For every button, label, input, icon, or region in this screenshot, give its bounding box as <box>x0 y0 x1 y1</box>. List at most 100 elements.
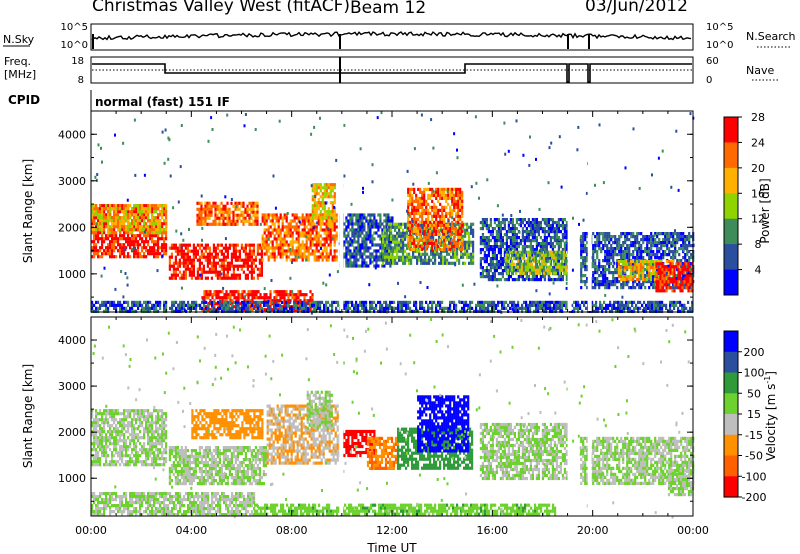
data-cell <box>275 255 278 259</box>
data-cell <box>101 231 104 235</box>
data-cell <box>493 245 496 249</box>
data-cell <box>157 240 160 244</box>
data-cell <box>113 240 116 244</box>
data-cell <box>361 261 364 265</box>
data-cell <box>244 273 247 277</box>
cpid-label: CPID <box>8 93 40 107</box>
data-cell <box>327 213 330 217</box>
data-cell <box>485 266 488 270</box>
data-cell <box>423 229 426 233</box>
data-cell <box>608 235 611 239</box>
data-cell <box>421 211 424 215</box>
data-cell <box>505 251 508 255</box>
data-cell <box>263 237 266 241</box>
data-cell <box>319 240 322 244</box>
data-cell <box>413 211 416 215</box>
data-cell <box>551 230 554 234</box>
data-cell <box>521 245 524 249</box>
data-cell <box>386 243 389 247</box>
data-cell <box>472 222 475 226</box>
data-cell <box>198 276 201 280</box>
data-cell <box>598 247 601 251</box>
data-cell <box>373 225 376 229</box>
data-cell <box>552 253 556 257</box>
data-cell <box>439 208 442 212</box>
data-cell <box>91 213 94 217</box>
data-cell <box>121 216 124 220</box>
data-cell <box>93 237 96 241</box>
data-cell <box>375 255 378 259</box>
data-cell <box>618 250 621 254</box>
data-cell <box>439 220 442 224</box>
data-cell <box>394 240 397 244</box>
data-cell <box>518 262 522 266</box>
data-cell <box>506 253 510 257</box>
data-cell <box>147 213 150 217</box>
data-cell <box>265 234 268 238</box>
data-cell <box>449 241 452 245</box>
data-cell <box>443 244 446 248</box>
data-cell <box>384 258 387 262</box>
data-cell <box>271 213 274 217</box>
data-cell <box>351 261 354 265</box>
data-cell <box>400 255 403 259</box>
data-cell <box>449 208 452 212</box>
data-cell <box>163 219 166 223</box>
data-cell <box>545 242 548 246</box>
data-cell <box>242 270 245 274</box>
data-cell <box>411 187 414 191</box>
data-cell <box>522 262 526 266</box>
data-cell <box>203 308 206 312</box>
data-cell <box>513 236 516 240</box>
data-cell <box>541 248 544 252</box>
data-cell <box>198 264 201 268</box>
data-cell <box>495 239 498 243</box>
data-cell <box>331 216 334 220</box>
data-cell <box>388 237 391 241</box>
data-cell <box>137 243 140 247</box>
data-cell <box>271 240 274 244</box>
data-cell <box>546 250 550 254</box>
data-cell <box>192 264 195 268</box>
data-cell <box>329 231 332 235</box>
data-cell <box>612 265 615 269</box>
data-cell <box>135 228 138 232</box>
data-cell <box>455 241 458 245</box>
data-cell <box>153 243 156 247</box>
data-cell <box>321 243 324 247</box>
data-cell <box>127 222 130 226</box>
data-cell <box>113 228 116 232</box>
data-cell <box>612 283 615 287</box>
data-cell <box>226 219 229 223</box>
data-cell <box>628 250 631 254</box>
data-cell <box>432 252 435 256</box>
data-cell <box>172 267 175 271</box>
data-cell <box>214 255 217 259</box>
data-cell <box>293 299 296 303</box>
data-cell <box>538 265 542 269</box>
data-cell <box>133 222 136 226</box>
data-cell <box>252 213 255 217</box>
data-cell <box>256 267 259 271</box>
data-cell <box>528 256 532 260</box>
data-cell <box>375 264 378 268</box>
data-cell <box>200 273 203 277</box>
data-cell <box>390 222 393 226</box>
data-cell <box>457 208 460 212</box>
data-cell <box>497 233 500 237</box>
data-cell <box>97 225 100 229</box>
data-cell <box>220 210 223 214</box>
data-cell <box>206 243 209 247</box>
data-cell <box>479 263 482 267</box>
data-cell <box>311 240 314 244</box>
data-cell <box>109 252 112 256</box>
data-cell <box>139 210 142 214</box>
data-cell <box>157 225 160 229</box>
data-cell <box>329 183 332 187</box>
data-cell <box>333 255 336 259</box>
data-cell <box>515 239 518 243</box>
data-cell <box>423 202 426 206</box>
data-cell <box>279 299 282 303</box>
data-cell <box>501 269 504 273</box>
data-cell <box>331 183 334 187</box>
